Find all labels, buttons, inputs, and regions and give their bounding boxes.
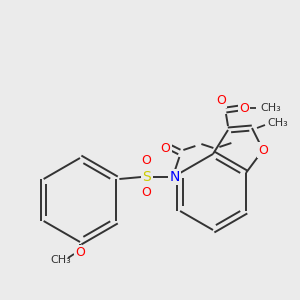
Text: CH₃: CH₃ <box>260 103 281 113</box>
Text: N: N <box>169 170 180 184</box>
Text: O: O <box>160 142 170 155</box>
Text: O: O <box>75 247 85 260</box>
Text: O: O <box>141 154 151 167</box>
Text: O: O <box>239 101 249 115</box>
Text: CH₃: CH₃ <box>51 255 71 265</box>
Text: O: O <box>216 94 226 106</box>
Text: O: O <box>141 187 151 200</box>
Text: CH₃: CH₃ <box>267 118 288 128</box>
Text: S: S <box>142 170 151 184</box>
Text: O: O <box>258 143 268 157</box>
